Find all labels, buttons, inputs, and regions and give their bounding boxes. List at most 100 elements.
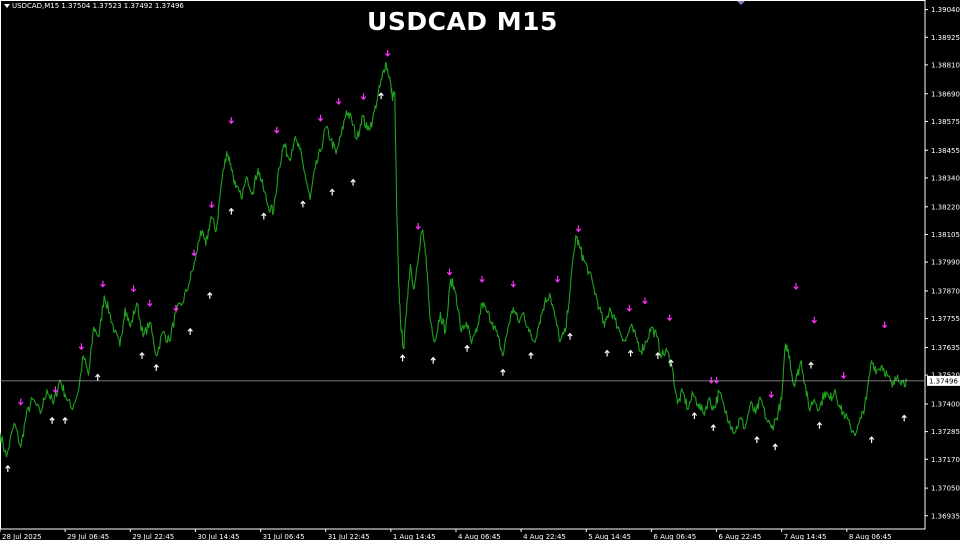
sell-arrow-icon xyxy=(274,126,280,134)
buy-arrow-icon xyxy=(95,373,101,381)
buy-arrow-icon xyxy=(710,424,716,431)
sell-arrow-icon xyxy=(708,376,714,384)
buy-arrow-icon xyxy=(430,356,436,364)
buy-arrow-head xyxy=(691,412,698,416)
buy-arrow-head xyxy=(668,359,674,363)
sell-arrow-head xyxy=(317,117,324,122)
sell-arrow-head xyxy=(336,101,342,105)
sell-arrow-icon xyxy=(554,275,561,283)
sell-arrow-icon xyxy=(642,297,648,305)
y-tick-label: 1.37285 xyxy=(931,428,960,436)
buy-arrow-head xyxy=(627,349,634,354)
sell-arrow-icon xyxy=(360,93,367,101)
symbol-info: USDCAD,M15 1.37504 1.37523 1.37492 1.374… xyxy=(4,2,184,10)
sell-arrow-head xyxy=(384,53,391,57)
buy-arrow-head xyxy=(430,356,436,361)
sell-arrow-icon xyxy=(147,300,153,307)
buy-arrow-head xyxy=(655,351,661,356)
x-tick-label: 6 Aug 06:45 xyxy=(653,533,696,540)
buy-arrow-head xyxy=(228,207,234,212)
sell-arrow-head xyxy=(147,303,153,307)
buy-arrow-icon xyxy=(868,436,875,443)
sell-arrow-icon xyxy=(415,223,421,230)
buy-arrow-icon xyxy=(464,344,470,352)
sell-arrow-head xyxy=(18,401,24,406)
sell-arrow-head xyxy=(626,307,632,312)
sell-arrow-icon xyxy=(446,268,453,276)
sell-arrow-head xyxy=(209,204,215,209)
current-price-label: 1.37496 xyxy=(929,377,958,385)
y-tick-label: 1.38690 xyxy=(931,90,960,98)
sell-arrow-head xyxy=(666,317,673,322)
sell-arrow-head xyxy=(360,96,367,101)
sell-arrow-head xyxy=(446,271,453,276)
price-series xyxy=(0,61,908,458)
shift-marker-icon xyxy=(737,1,745,5)
sell-arrow-icon xyxy=(811,316,817,324)
y-tick-label: 1.37050 xyxy=(931,485,960,493)
sell-arrow-head xyxy=(274,129,280,134)
sell-arrow-head xyxy=(130,288,137,293)
buy-arrow-head xyxy=(399,354,406,359)
sell-arrow-icon xyxy=(52,386,59,394)
buy-arrow-icon xyxy=(567,332,573,340)
buy-arrow-icon xyxy=(655,351,661,359)
sell-arrow-icon xyxy=(510,280,516,288)
sell-arrow-icon xyxy=(173,304,179,312)
buy-arrow-icon xyxy=(500,368,506,376)
buy-arrow-head xyxy=(62,416,68,421)
y-tick-label: 1.38810 xyxy=(931,61,960,69)
sell-arrow-icon xyxy=(191,249,197,257)
y-tick-label: 1.37635 xyxy=(931,344,960,352)
dropdown-triangle-icon[interactable] xyxy=(4,4,10,8)
buy-arrow-head xyxy=(464,344,470,349)
x-tick-label: 28 Jul 2025 xyxy=(2,533,42,540)
buy-arrow-icon xyxy=(627,349,634,357)
symbol-info-text: USDCAD,M15 1.37504 1.37523 1.37492 1.374… xyxy=(12,2,184,10)
sell-arrow-head xyxy=(840,375,847,380)
sell-arrow-icon xyxy=(384,49,391,57)
sell-arrow-head xyxy=(642,300,648,305)
sell-arrow-icon xyxy=(840,372,847,380)
buy-arrow-icon xyxy=(604,349,610,357)
buy-arrow-icon xyxy=(350,178,356,186)
sell-arrow-icon xyxy=(100,280,106,288)
buy-arrow-icon xyxy=(772,443,778,451)
buy-arrow-icon xyxy=(668,359,674,367)
buy-arrow-head xyxy=(754,436,760,440)
buy-arrow-icon xyxy=(153,363,159,371)
y-tick-label: 1.38925 xyxy=(931,34,960,42)
buy-arrow-icon xyxy=(261,212,267,220)
buy-arrow-head xyxy=(378,92,384,97)
buy-arrow-icon xyxy=(691,412,698,419)
x-tick-label: 31 Jul 22:45 xyxy=(328,533,370,540)
buy-arrow-icon xyxy=(378,92,384,100)
y-tick-label: 1.37870 xyxy=(931,287,960,295)
sell-arrow-head xyxy=(510,283,516,288)
sell-arrow-icon xyxy=(78,343,85,351)
buy-arrow-head xyxy=(901,414,907,419)
sell-arrow-head xyxy=(811,319,817,324)
y-tick-label: 1.38340 xyxy=(931,174,960,182)
buy-arrow-icon xyxy=(207,291,213,299)
buy-arrow-head xyxy=(95,373,101,378)
y-tick-label: 1.38575 xyxy=(931,118,960,126)
buy-arrow-icon xyxy=(139,351,145,359)
buy-arrow-icon xyxy=(816,421,823,429)
x-tick-label: 31 Jul 06:45 xyxy=(263,533,305,540)
y-tick-label: 1.38455 xyxy=(931,147,960,155)
buy-arrow-head xyxy=(528,351,534,356)
buy-arrow-head xyxy=(868,436,875,440)
y-tick-label: 1.37170 xyxy=(931,456,960,464)
buy-arrow-icon xyxy=(187,327,193,335)
buy-arrow-icon xyxy=(5,464,11,472)
sell-arrow-head xyxy=(575,228,582,233)
sell-arrow-head xyxy=(554,279,561,283)
buy-arrow-icon xyxy=(62,416,68,424)
y-tick-label: 1.37755 xyxy=(931,315,960,323)
sell-arrow-icon xyxy=(336,98,342,105)
x-tick-label: 5 Aug 14:45 xyxy=(588,533,631,540)
sell-arrow-head xyxy=(479,279,485,283)
buy-arrow-icon xyxy=(808,361,814,369)
